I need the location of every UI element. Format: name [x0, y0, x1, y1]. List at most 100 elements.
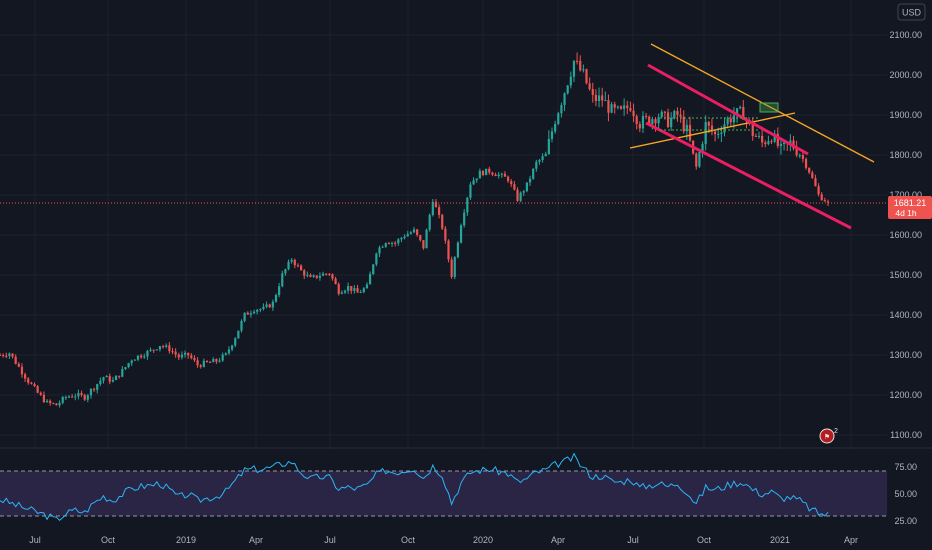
- candle-body: [591, 89, 594, 95]
- candle-body: [400, 237, 403, 240]
- bar-countdown: 4d 1h: [895, 208, 917, 218]
- candle-body: [368, 273, 372, 285]
- candle-body: [735, 108, 739, 116]
- rsi-tick-label: 25.00: [894, 516, 917, 526]
- candle-body: [710, 125, 714, 132]
- candle-body: [328, 273, 331, 275]
- candle-body: [193, 358, 196, 361]
- candle-body: [575, 60, 579, 62]
- candle-body: [613, 104, 616, 108]
- candle-body: [215, 359, 218, 362]
- candle-body: [281, 273, 284, 287]
- candle-body: [670, 117, 673, 128]
- candle-body: [566, 85, 569, 94]
- candle-body: [685, 124, 688, 132]
- candle-body: [124, 367, 127, 370]
- green-marker-box: [759, 102, 779, 113]
- flag-icon: ⚑: [824, 433, 830, 441]
- candle-body: [347, 286, 350, 291]
- candle-body: [569, 76, 572, 86]
- price-tick-label: 1300.00: [889, 350, 922, 360]
- candle-body: [249, 313, 253, 315]
- candle-body: [588, 83, 591, 90]
- candle-body: [381, 246, 384, 248]
- candle-body: [384, 243, 387, 247]
- candle-body: [409, 232, 412, 234]
- candle-body: [701, 144, 704, 153]
- candle-body: [638, 123, 641, 129]
- last-price-value: 1681.21: [894, 198, 927, 208]
- candle-body: [481, 170, 485, 176]
- candle-body: [767, 141, 770, 145]
- candle-body: [425, 229, 428, 249]
- candle-body: [230, 345, 234, 350]
- candle-body: [334, 278, 337, 285]
- candle-body: [102, 377, 105, 381]
- candle-body: [20, 366, 24, 375]
- candle-body: [713, 131, 717, 135]
- candle-body: [535, 161, 538, 169]
- candle-body: [252, 311, 256, 314]
- candle-body: [801, 155, 805, 159]
- candle-body: [315, 275, 318, 278]
- candle-body: [149, 349, 152, 351]
- candle-body: [8, 353, 11, 357]
- candle-body: [227, 349, 231, 354]
- candle-body: [152, 349, 155, 351]
- candle-body: [522, 191, 525, 193]
- candle-body: [23, 374, 27, 379]
- candle-body: [704, 122, 707, 145]
- currency-label[interactable]: USD: [897, 3, 926, 21]
- rsi-tick-label: 50.00: [894, 489, 917, 499]
- candle-body: [290, 259, 293, 262]
- candle-body: [503, 173, 507, 177]
- candle-body: [453, 257, 456, 277]
- candle-body: [259, 309, 262, 311]
- candle-body: [572, 60, 576, 77]
- candle-body: [619, 106, 623, 109]
- candle-body: [597, 95, 601, 102]
- candle-body: [2, 355, 5, 357]
- upper-pink-channel-line: [647, 63, 809, 156]
- candle-body: [695, 153, 698, 167]
- time-tick-label: Jul: [29, 535, 41, 545]
- rsi-line: [0, 452, 829, 521]
- economic-event-badge[interactable]: ⚑ 2: [819, 428, 838, 444]
- candle-body: [739, 106, 742, 109]
- candle-body: [114, 375, 118, 381]
- candle-body: [717, 133, 720, 135]
- candlestick-series: [0, 52, 830, 408]
- candle-body: [811, 172, 814, 179]
- candle-body: [519, 192, 522, 201]
- candle-body: [795, 148, 798, 156]
- candle-body: [74, 396, 77, 398]
- candle-body: [278, 286, 281, 295]
- candle-body: [648, 116, 651, 125]
- candle-body: [497, 174, 500, 177]
- candle-body: [463, 212, 466, 226]
- candle-body: [318, 275, 322, 278]
- candle-body: [663, 111, 667, 113]
- time-tick-label: Oct: [101, 535, 116, 545]
- candle-body: [541, 156, 544, 160]
- candle-body: [325, 273, 328, 275]
- candle-body: [651, 119, 654, 125]
- candle-body: [466, 197, 469, 213]
- lower-pink-channel-line: [645, 121, 852, 230]
- candle-body: [296, 265, 300, 267]
- candle-body: [532, 168, 535, 179]
- candle-body: [180, 354, 184, 358]
- candle-body: [11, 353, 14, 357]
- candle-body: [58, 402, 61, 406]
- candle-body: [434, 201, 438, 208]
- time-tick-label: Jul: [324, 535, 336, 545]
- candle-body: [183, 352, 187, 355]
- candle-body: [782, 142, 786, 145]
- price-axis: 1100.00 1200.00 1300.00 1400.00 1500.00 1600.…: [889, 30, 922, 440]
- candle-body: [303, 270, 306, 276]
- price-tick-label: 1400.00: [889, 310, 922, 320]
- candle-body: [49, 400, 52, 404]
- candle-body: [394, 242, 397, 244]
- candle-body: [52, 403, 55, 405]
